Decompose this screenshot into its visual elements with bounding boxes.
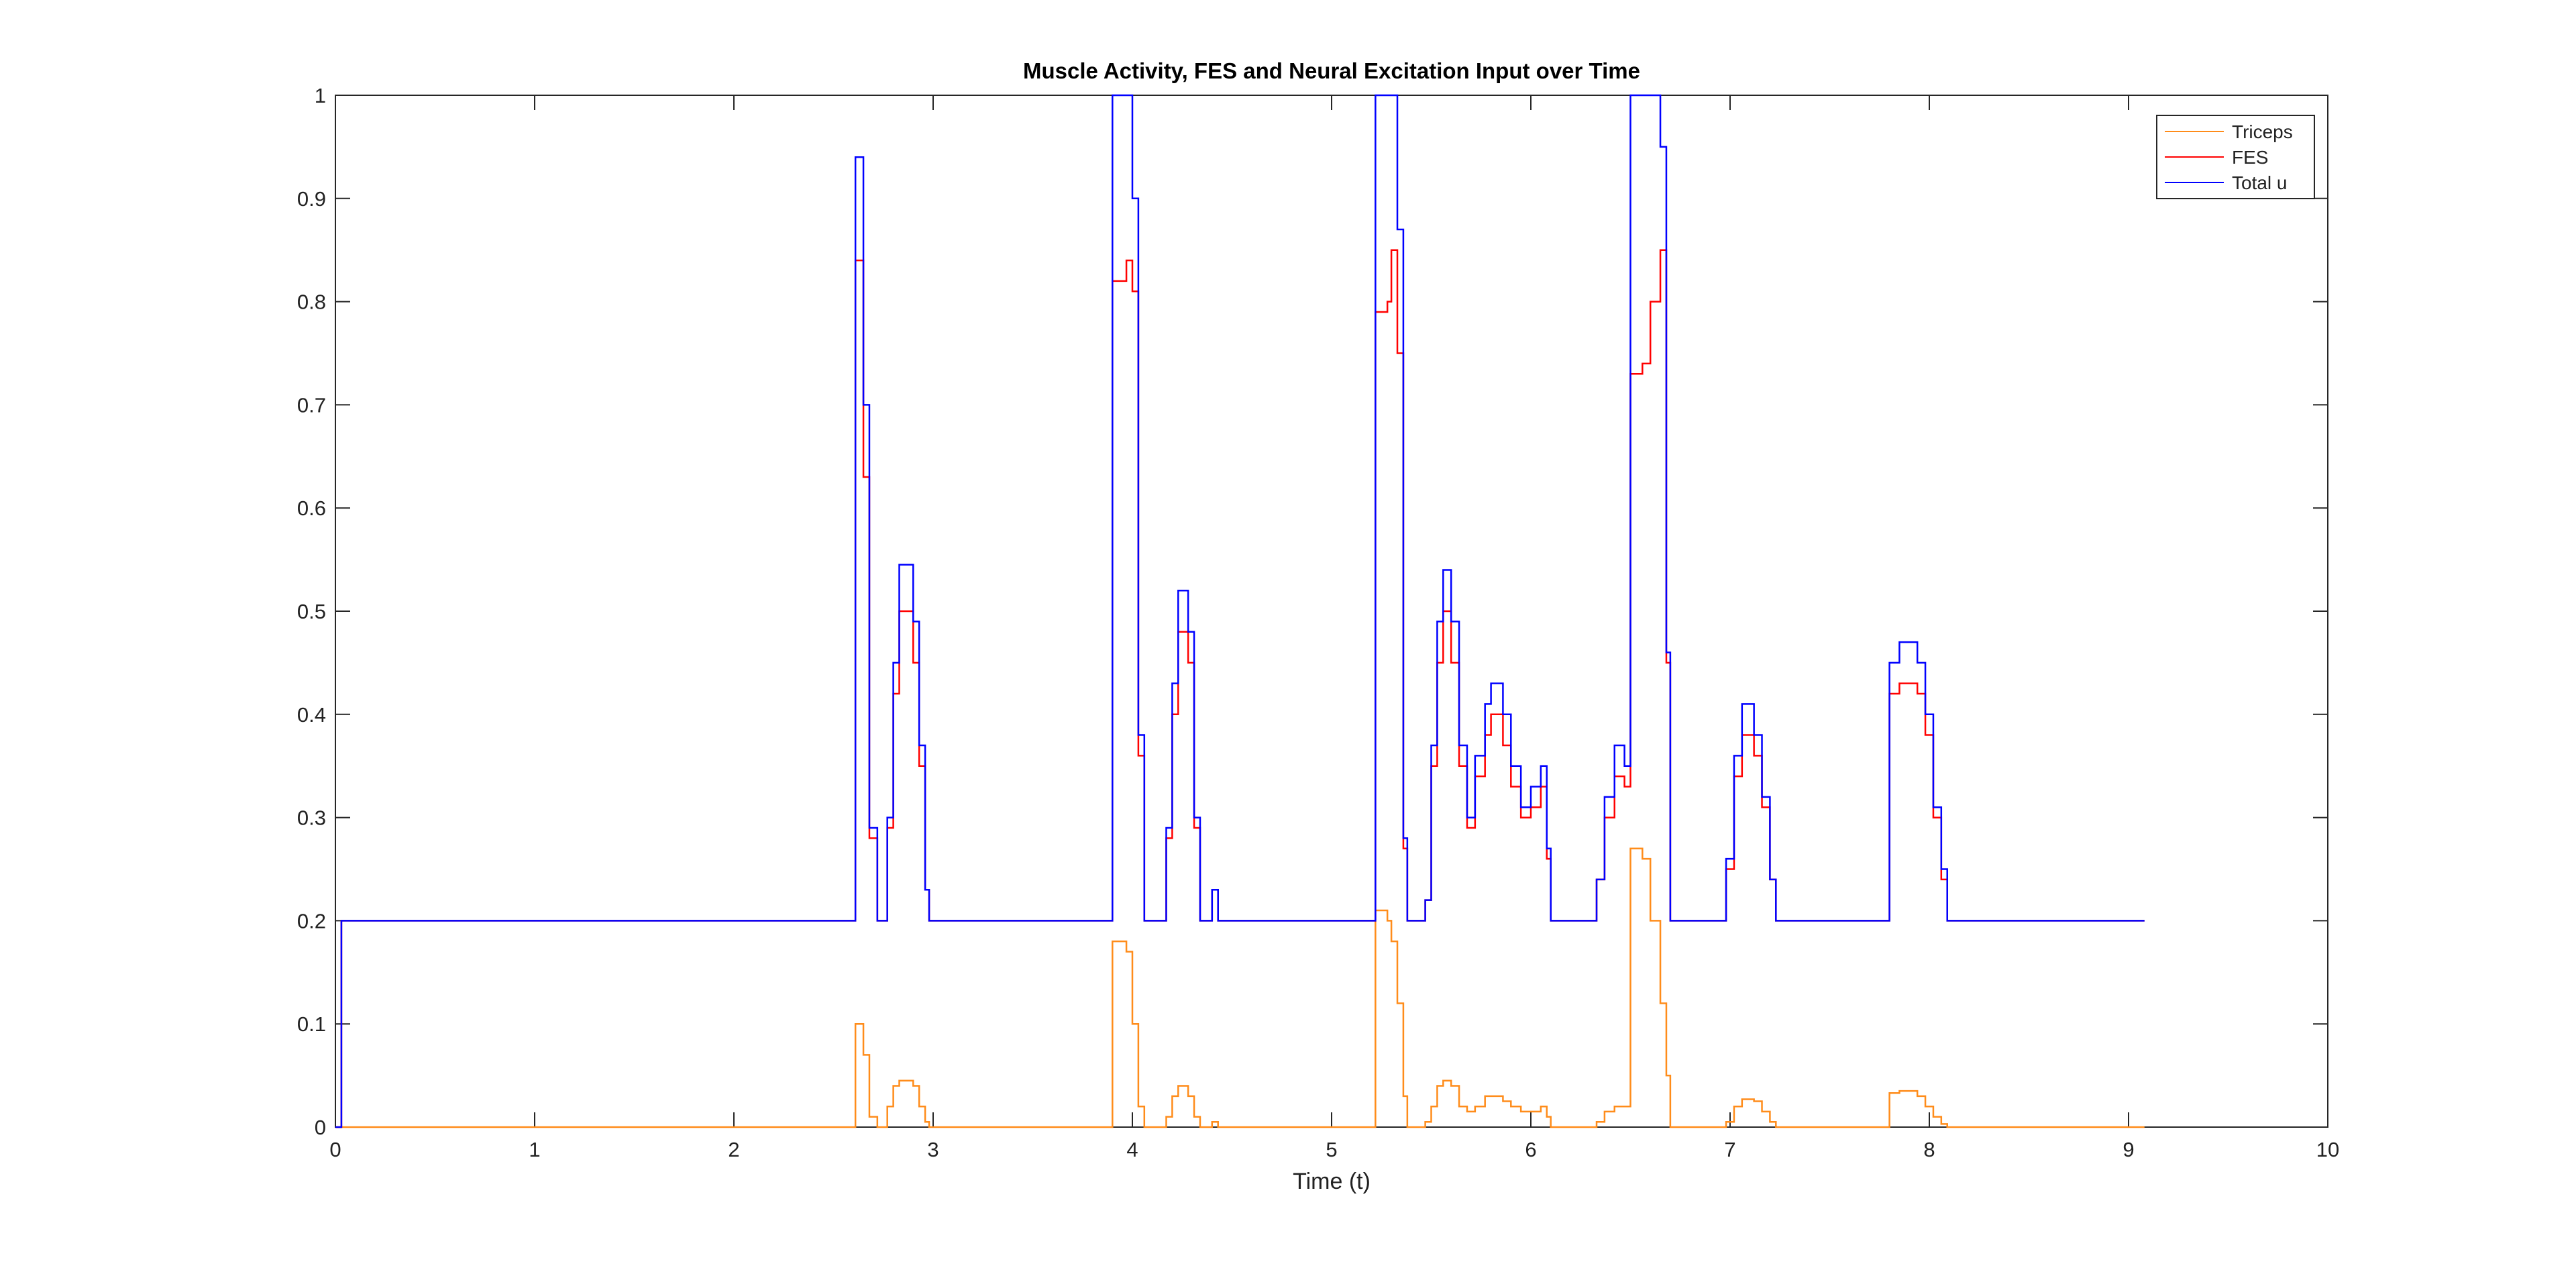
x-tick-label: 8 [1923,1138,1935,1161]
x-tick-label: 9 [2123,1138,2134,1161]
legend-label: Triceps [2232,121,2293,142]
y-tick-label: 0 [315,1116,326,1139]
y-tick-label: 0.8 [297,290,326,314]
y-tick-label: 1 [315,84,326,107]
y-tick-label: 0.3 [297,806,326,830]
x-tick-label: 0 [329,1138,341,1161]
plot-area [335,95,2328,1128]
x-tick-label: 10 [2316,1138,2339,1161]
y-tick-label: 0.6 [297,496,326,520]
x-tick-label: 1 [529,1138,540,1161]
y-tick-label: 0.1 [297,1012,326,1036]
legend-label: FES [2232,147,2268,168]
x-tick-label: 3 [927,1138,938,1161]
x-tick-label: 7 [1724,1138,1735,1161]
x-tick-label: 2 [728,1138,739,1161]
chart-title: Muscle Activity, FES and Neural Excitati… [1023,58,1640,83]
series-line [335,847,2145,1128]
y-tick-label: 0.5 [297,600,326,623]
y-tick-label: 0.2 [297,909,326,933]
y-tick-label: 0.9 [297,187,326,211]
x-tick-label: 5 [1326,1138,1337,1161]
legend-label: Total u [2232,172,2288,193]
x-tick-label: 4 [1126,1138,1138,1161]
x-axis-label: Time (t) [1293,1169,1371,1194]
y-tick-label: 0.7 [297,393,326,417]
y-tick-label: 0.4 [297,703,326,727]
series-line [335,94,2145,1128]
x-tick-label: 6 [1525,1138,1536,1161]
